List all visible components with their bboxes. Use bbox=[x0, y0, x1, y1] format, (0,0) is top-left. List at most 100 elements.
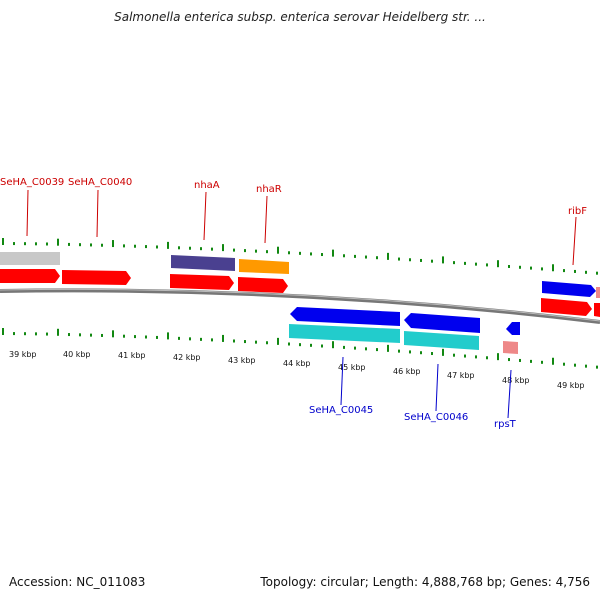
major-tick bbox=[497, 353, 499, 361]
minor-tick bbox=[519, 358, 521, 362]
minor-tick bbox=[365, 347, 367, 351]
gene-label-SeHA_C0039[interactable]: SeHA_C0039 bbox=[0, 177, 64, 237]
minor-tick bbox=[123, 334, 125, 338]
gene-pink-rpsT[interactable] bbox=[503, 341, 518, 354]
gene-label-rpsT[interactable]: rpsT bbox=[494, 369, 517, 430]
tick-label: 40 kbp bbox=[63, 350, 91, 359]
gene-label-SeHA_C0045[interactable]: SeHA_C0045 bbox=[309, 356, 373, 416]
cds-red-nhaA[interactable] bbox=[170, 274, 234, 290]
map-title: Salmonella enterica subsp. enterica sero… bbox=[114, 10, 486, 24]
gene-label-nhaA[interactable]: nhaA bbox=[194, 180, 220, 241]
minor-tick bbox=[145, 245, 147, 249]
minor-tick bbox=[35, 332, 37, 336]
minor-tick bbox=[134, 335, 136, 339]
cds-red-2[interactable] bbox=[62, 270, 131, 285]
minor-tick bbox=[464, 354, 466, 358]
svg-text:rpsT: rpsT bbox=[494, 419, 517, 430]
minor-tick bbox=[398, 257, 400, 261]
minor-tick bbox=[574, 269, 576, 273]
tick-label: 47 kbp bbox=[447, 371, 475, 380]
cds-blue-rpsT[interactable] bbox=[506, 322, 520, 335]
minor-tick bbox=[420, 258, 422, 262]
cds-red-ribF[interactable] bbox=[541, 298, 592, 316]
cds-blue-SeHA_C0045[interactable] bbox=[290, 307, 400, 326]
tick-label: 39 kbp bbox=[9, 350, 37, 359]
minor-tick bbox=[420, 351, 422, 355]
cds-red-ribF-2[interactable] bbox=[594, 303, 600, 317]
minor-tick bbox=[343, 345, 345, 349]
minor-tick bbox=[530, 359, 532, 363]
gene-label-SeHA_C0040[interactable]: SeHA_C0040 bbox=[68, 177, 132, 238]
cds-red-1[interactable] bbox=[0, 269, 60, 283]
cds-red-nhaR[interactable] bbox=[238, 277, 288, 293]
minor-tick bbox=[211, 338, 213, 342]
major-tick bbox=[387, 252, 389, 260]
minor-tick bbox=[343, 254, 345, 258]
minor-tick bbox=[299, 251, 301, 255]
minor-tick bbox=[409, 258, 411, 262]
major-tick bbox=[2, 328, 4, 336]
minor-tick bbox=[200, 247, 202, 251]
genome-backbone-highlight bbox=[0, 288, 600, 322]
minor-tick bbox=[486, 263, 488, 267]
tick-label: 44 kbp bbox=[283, 359, 311, 368]
minor-tick bbox=[24, 332, 26, 336]
major-tick bbox=[442, 348, 444, 356]
feature-pink-ribF[interactable] bbox=[596, 287, 600, 298]
major-tick bbox=[222, 244, 224, 252]
minor-tick bbox=[101, 333, 103, 337]
minor-tick bbox=[255, 340, 257, 344]
minor-tick bbox=[13, 332, 15, 336]
minor-tick bbox=[266, 250, 268, 254]
feature-orange-nhaR[interactable] bbox=[239, 259, 289, 274]
gene-cyan-SeHA_C0046[interactable] bbox=[404, 331, 479, 350]
major-tick bbox=[112, 240, 114, 248]
minor-tick bbox=[431, 259, 433, 263]
gene-cyan-SeHA_C0045[interactable] bbox=[289, 324, 400, 343]
minor-tick bbox=[508, 264, 510, 268]
minor-tick bbox=[178, 246, 180, 250]
major-tick bbox=[167, 332, 169, 340]
reverse-tick-track bbox=[2, 328, 598, 369]
minor-tick bbox=[321, 253, 323, 257]
gene-label-ribF[interactable]: ribF bbox=[568, 206, 587, 266]
minor-tick bbox=[156, 245, 158, 249]
minor-tick bbox=[90, 333, 92, 337]
tick-label: 48 kbp bbox=[502, 376, 530, 385]
minor-tick bbox=[211, 247, 213, 251]
minor-tick bbox=[299, 343, 301, 347]
minor-tick bbox=[563, 362, 565, 366]
gene-label-nhaR[interactable]: nhaR bbox=[256, 184, 282, 244]
tick-label: 41 kbp bbox=[118, 351, 146, 360]
minor-tick bbox=[68, 242, 70, 246]
feature-blue-ribF[interactable] bbox=[542, 281, 596, 297]
minor-tick bbox=[530, 266, 532, 270]
minor-tick bbox=[376, 348, 378, 352]
minor-tick bbox=[541, 267, 543, 271]
gene-label-SeHA_C0046[interactable]: SeHA_C0046 bbox=[404, 363, 468, 423]
minor-tick bbox=[585, 270, 587, 274]
minor-tick bbox=[563, 269, 565, 273]
minor-tick bbox=[68, 333, 70, 337]
major-tick bbox=[222, 334, 224, 342]
svg-text:SeHA_C0045: SeHA_C0045 bbox=[309, 405, 373, 416]
forward-tick-track bbox=[2, 238, 598, 275]
minor-tick bbox=[101, 243, 103, 247]
major-tick bbox=[2, 238, 4, 246]
minor-tick bbox=[46, 332, 48, 336]
minor-tick bbox=[189, 337, 191, 341]
tick-label: 49 kbp bbox=[557, 381, 585, 390]
genome-backbone bbox=[0, 288, 600, 324]
major-tick bbox=[552, 357, 554, 365]
minor-tick bbox=[453, 261, 455, 265]
cds-blue-SeHA_C0046[interactable] bbox=[404, 313, 480, 333]
minor-tick bbox=[409, 350, 411, 354]
minor-tick bbox=[376, 256, 378, 260]
feature-purple-nhaA[interactable] bbox=[171, 255, 235, 271]
major-tick bbox=[332, 249, 334, 257]
minor-tick bbox=[585, 364, 587, 368]
genome-stats-text: Topology: circular; Length: 4,888,768 bp… bbox=[260, 575, 590, 589]
feature-grey[interactable] bbox=[0, 252, 60, 265]
minor-tick bbox=[486, 356, 488, 360]
minor-tick bbox=[321, 344, 323, 348]
